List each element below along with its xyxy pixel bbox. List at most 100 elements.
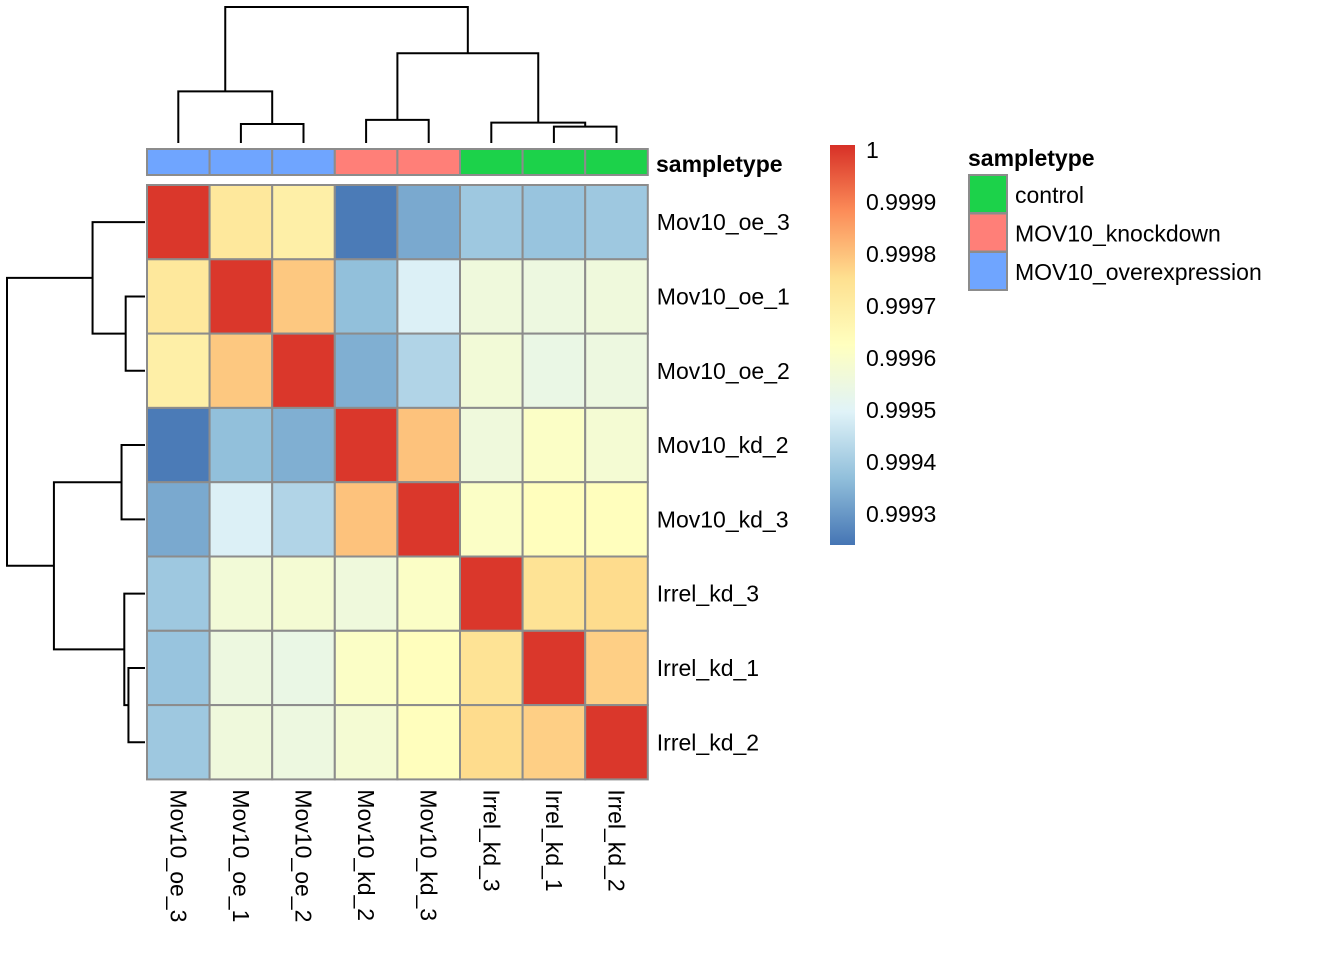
heatmap-cell <box>459 332 524 409</box>
heatmap-cell <box>333 406 399 484</box>
legend-label: MOV10_overexpression <box>1015 259 1262 285</box>
color-scale-tick-label: 0.9998 <box>866 241 936 267</box>
heatmap-cell <box>271 332 336 409</box>
heatmap-cell <box>271 184 336 261</box>
heatmap-cell <box>333 704 399 781</box>
column-labels: Mov10_oe_3 Mov10_oe_1 Mov10_oe_2 Mov10_kd_2… <box>165 789 629 922</box>
heatmap-cell <box>584 629 649 707</box>
column-label: Irrel_kd_1 <box>541 789 567 891</box>
heatmap-cell <box>521 481 587 558</box>
annotation-bar <box>146 148 649 176</box>
heatmap-cell <box>208 332 274 409</box>
color-scale-tick-label: 0.9997 <box>866 293 936 319</box>
column-label: Mov10_oe_2 <box>291 789 317 922</box>
heatmap-cell <box>459 406 524 484</box>
dendrogram-branch <box>239 122 305 143</box>
row-label: Mov10_kd_2 <box>657 432 789 458</box>
heatmap-cell <box>396 629 461 707</box>
row-dendrogram <box>6 221 145 744</box>
heatmap-cell <box>584 481 649 558</box>
heatmap-cell <box>146 184 211 261</box>
heatmap-cell <box>146 481 211 558</box>
heatmap-cell <box>333 481 399 558</box>
legend: control MOV10_knockdown MOV10_overexpressi… <box>968 174 1262 291</box>
dendrogram-branch <box>52 481 125 651</box>
heatmap-cell <box>584 555 649 632</box>
color-scale-tick-label: 0.9994 <box>866 449 937 475</box>
heatmap-cell <box>521 704 587 781</box>
heatmap-cell <box>396 184 461 261</box>
annotation-cell <box>459 148 524 176</box>
color-scale-tick-label: 0.9999 <box>866 189 936 215</box>
heatmap-cell <box>396 406 461 484</box>
dendrogram-branch <box>365 118 430 143</box>
heatmap-cell <box>208 184 274 261</box>
heatmap-cell <box>208 481 274 558</box>
heatmap-cell <box>333 555 399 632</box>
heatmap-cell <box>208 555 274 632</box>
column-label: Irrel_kd_3 <box>478 789 504 891</box>
heatmap-cell <box>521 406 587 484</box>
heatmap-cell <box>333 184 399 261</box>
row-label: Mov10_oe_1 <box>657 283 790 309</box>
row-label: Mov10_oe_2 <box>657 358 790 384</box>
heatmap-cell <box>146 258 211 335</box>
heatmap-cell <box>396 332 461 409</box>
legend-label: MOV10_knockdown <box>1015 221 1221 247</box>
heatmap-cell <box>584 406 649 484</box>
column-label: Mov10_oe_1 <box>228 789 254 922</box>
color-scale-tick-label: 1 <box>866 137 879 163</box>
legend-swatch <box>968 212 1008 253</box>
heatmap-cell <box>584 332 649 409</box>
heatmap-cell <box>208 629 274 707</box>
dendrogram-branch <box>396 52 540 123</box>
column-dendrogram <box>177 6 618 143</box>
legend-swatch <box>968 251 1008 291</box>
heatmap-cell <box>271 406 336 484</box>
heatmap-cell <box>459 555 524 632</box>
column-label: Mov10_oe_3 <box>165 789 191 922</box>
heatmap-cell <box>459 258 524 335</box>
heatmap-cell <box>521 629 587 707</box>
heatmap-cell <box>584 704 649 781</box>
heatmap-cell <box>459 481 524 558</box>
heatmap-cell <box>208 258 274 335</box>
color-scale-tick-label: 0.9996 <box>866 345 936 371</box>
heatmap-cell <box>584 184 649 261</box>
heatmap-cell <box>396 258 461 335</box>
heatmap-cell <box>521 258 587 335</box>
dendrogram-branch <box>123 592 145 707</box>
heatmap-cell <box>333 332 399 409</box>
heatmap-cell <box>146 332 211 409</box>
heatmap-cell <box>146 555 211 632</box>
annotation-label: sampletype <box>656 151 783 177</box>
color-scale-bar <box>830 145 855 545</box>
heatmap-cells <box>146 184 649 781</box>
heatmap-cell <box>271 481 336 558</box>
annotation-cell <box>521 148 587 176</box>
heatmap-cell <box>146 406 211 484</box>
color-scale-ticks: 1 0.9999 0.9998 0.9997 0.9996 0.9995 0.9994 0.9… <box>866 137 937 527</box>
heatmap-cell <box>271 704 336 781</box>
heatmap-cell <box>271 629 336 707</box>
annotation-cell <box>146 148 211 176</box>
dendrogram-branch <box>490 121 587 143</box>
column-label: Irrel_kd_2 <box>604 789 630 891</box>
heatmap-cell <box>208 704 274 781</box>
annotation-cell <box>271 148 336 176</box>
heatmap-cell <box>584 258 649 335</box>
legend-title: sampletype <box>968 145 1095 171</box>
row-label: Irrel_kd_3 <box>657 581 759 607</box>
annotation-cell <box>396 148 461 176</box>
legend-swatch <box>968 174 1008 214</box>
row-label: Mov10_oe_3 <box>657 209 790 235</box>
dendrogram-branch <box>6 276 93 567</box>
row-labels: Mov10_oe_3 Mov10_oe_1 Mov10_oe_2 Mov10_kd_2… <box>657 209 790 755</box>
column-label: Mov10_kd_3 <box>416 789 442 921</box>
heatmap-cell <box>396 481 461 558</box>
column-label: Mov10_kd_2 <box>353 789 379 921</box>
row-label: Irrel_kd_2 <box>657 729 759 755</box>
heatmap-cell <box>521 555 587 632</box>
dendrogram-branch <box>120 444 145 521</box>
heatmap-cell <box>459 629 524 707</box>
